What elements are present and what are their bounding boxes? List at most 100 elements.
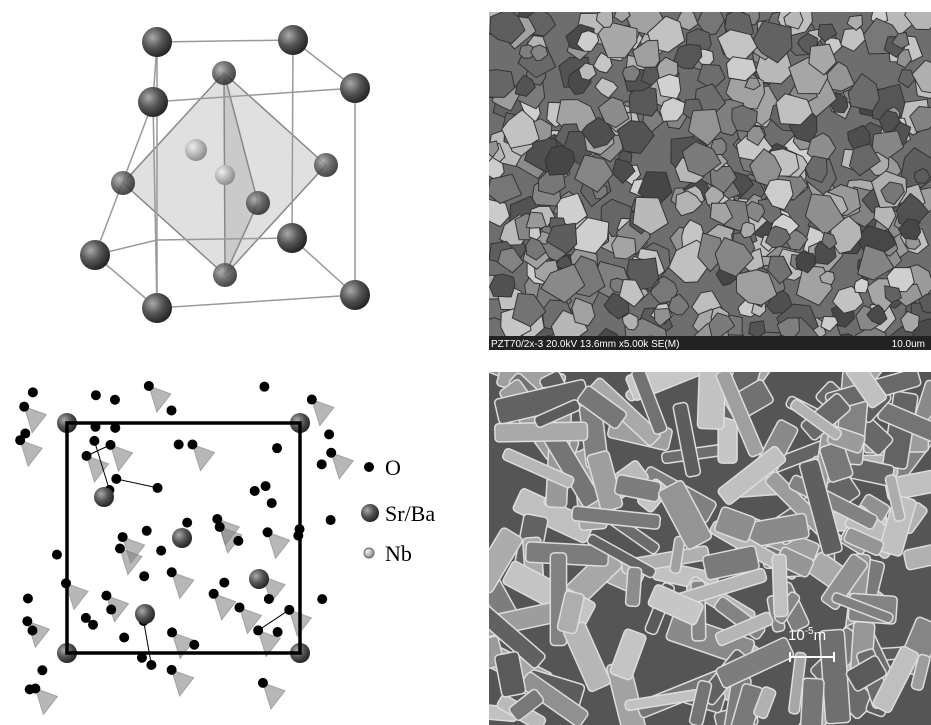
o-atom [89, 436, 99, 446]
octahedron [312, 400, 334, 426]
scale-unit: m [814, 627, 827, 644]
o-atom [234, 602, 244, 612]
a-atom [142, 27, 172, 57]
o-atom [111, 171, 135, 195]
o-atom [146, 660, 156, 670]
o-atom [167, 627, 177, 637]
o-atom [144, 381, 154, 391]
a-atom [142, 293, 172, 323]
o-atom [119, 633, 129, 643]
o-atom [273, 627, 283, 637]
o-atom [115, 544, 125, 554]
o-atom [233, 536, 243, 546]
o-atom [101, 591, 111, 601]
o-atom [22, 616, 32, 626]
a-atom [340, 280, 370, 310]
o-atom [187, 440, 197, 450]
o-atom [258, 678, 268, 688]
octahedron [35, 688, 57, 714]
o-atom [156, 546, 166, 556]
o-atom [253, 625, 263, 635]
a-atom [277, 223, 307, 253]
o-atom [174, 439, 184, 449]
o-atom [261, 481, 271, 491]
atoms [80, 25, 370, 323]
o-atom [263, 527, 273, 537]
o-atom [182, 518, 192, 528]
legend-srba-icon [361, 504, 379, 522]
o-atom [20, 428, 30, 438]
o-atom [25, 684, 35, 694]
o-atom [326, 448, 336, 458]
figure-canvas: PZT70/2x-3 20.0kV 13.6mm x5.00k SE(M) 10… [0, 0, 931, 725]
a-atom [340, 73, 370, 103]
o-atom [317, 459, 327, 469]
o-atom [284, 605, 294, 615]
o-atom [264, 594, 274, 604]
octahedron [172, 572, 194, 598]
octahedron [66, 583, 88, 609]
o-atom [23, 593, 33, 603]
bond [116, 479, 157, 488]
o-atom [314, 153, 338, 177]
o-atom [106, 605, 116, 615]
sem-caption: PZT70/2x-3 20.0kV 13.6mm x5.00k SE(M) [491, 339, 679, 350]
grain [657, 74, 681, 98]
o-atom [326, 515, 336, 525]
o-atom [106, 440, 116, 450]
o-atom [166, 405, 176, 415]
o-atom [185, 139, 207, 161]
o-atom [272, 443, 282, 453]
rod [800, 678, 824, 725]
o-atom [189, 640, 199, 650]
o-atom [142, 526, 152, 536]
o-atom [167, 665, 177, 675]
srba-atom [172, 528, 192, 548]
o-atom [19, 402, 29, 412]
o-atom [212, 61, 236, 85]
octahedron [111, 445, 133, 471]
o-atom [259, 382, 269, 392]
legend-label: Nb [385, 541, 412, 566]
legend-label: O [385, 455, 401, 480]
octahedron [24, 407, 46, 433]
a-atom [278, 25, 308, 55]
o-atom [307, 395, 317, 405]
sem-scale: 10.0um [892, 339, 925, 350]
b-atom [215, 165, 235, 185]
octahedron [192, 445, 214, 471]
octahedron [331, 453, 353, 479]
o-atom [37, 665, 47, 675]
legend-nb-icon [364, 548, 374, 558]
o-atom [209, 589, 219, 599]
srba-atom [135, 604, 155, 624]
o-atom [167, 567, 177, 577]
grain [612, 236, 636, 259]
rod [772, 554, 788, 617]
legend-label: Sr/Ba [385, 501, 435, 526]
octahedron [172, 670, 194, 696]
o-atom [250, 486, 260, 496]
o-atom [213, 263, 237, 287]
figure: PZT70/2x-3 20.0kV 13.6mm x5.00k SE(M) 10… [0, 0, 931, 725]
o-atom [118, 532, 128, 542]
bond [258, 610, 289, 631]
legend-o-icon [364, 462, 374, 472]
o-atom [139, 571, 149, 581]
o-atom [28, 387, 38, 397]
o-atom [110, 395, 120, 405]
o-atom [111, 474, 121, 484]
o-atom [81, 613, 91, 623]
a-atom [80, 240, 110, 270]
octahedron [268, 532, 290, 558]
o-atom [27, 625, 37, 635]
o-atom [153, 483, 163, 493]
rod [625, 567, 642, 607]
srba-atom [249, 569, 269, 589]
o-atom [219, 578, 229, 588]
octahedron [20, 440, 42, 466]
o-atom [91, 390, 101, 400]
o-atom [267, 498, 277, 508]
o-atom [215, 522, 225, 532]
scale-base: 10 [788, 627, 805, 644]
